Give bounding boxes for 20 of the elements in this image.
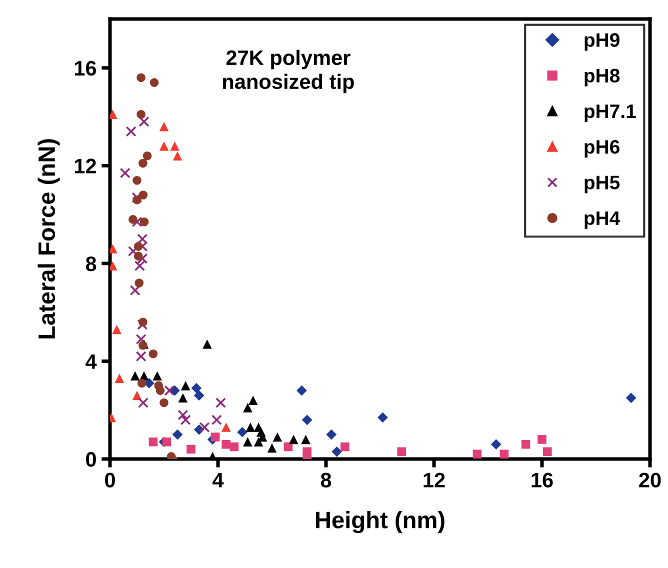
legend-label: pH7.1 (584, 104, 636, 122)
x-tick-label: 8 (320, 472, 332, 488)
y-tick-label: 0 (86, 452, 96, 467)
y-tick-label: 8 (86, 256, 96, 272)
x-tick-label: 12 (424, 472, 445, 488)
y-tick-label: 4 (86, 354, 97, 369)
legend-label: pH8 (584, 68, 620, 86)
x-tick-label: 0 (105, 472, 115, 488)
x-tick-label: 20 (639, 472, 661, 488)
y-axis-title: Lateral Force (nN) (38, 139, 60, 338)
y-tick-label: 12 (74, 158, 96, 174)
x-tick-label: 16 (532, 472, 553, 488)
y-tick-label: 16 (74, 60, 96, 76)
legend-label: pH5 (584, 176, 620, 194)
legend-label: pH4 (584, 211, 620, 229)
x-tick-label: 4 (212, 472, 224, 488)
x-axis-title: Height (nm) (316, 511, 444, 534)
legend-label: pH9 (584, 33, 620, 51)
annotation: 27K polymer nanosized tip (223, 50, 354, 94)
legend-label: pH6 (584, 140, 620, 158)
